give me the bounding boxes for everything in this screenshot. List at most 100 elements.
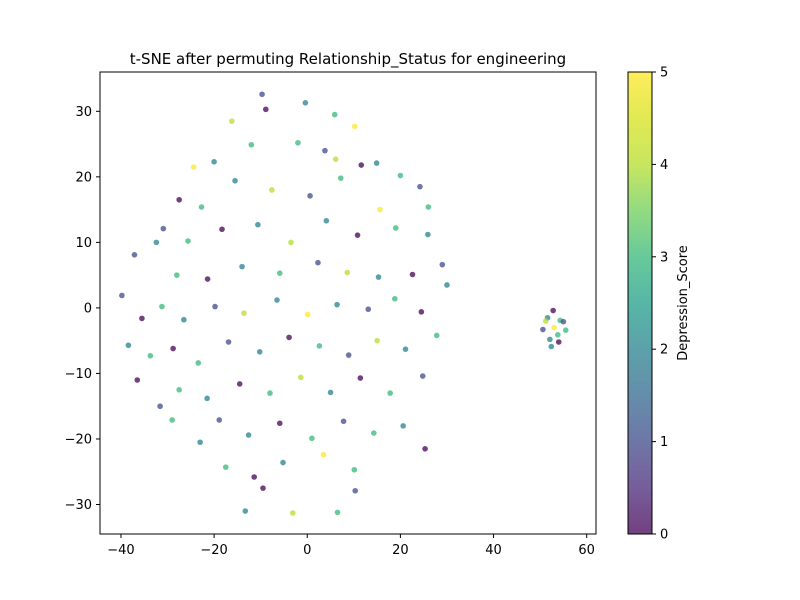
scatter-point	[119, 292, 125, 299]
x-axis-ticks: −40 −20 0 20 40 60	[107, 534, 595, 558]
scatter-point	[280, 459, 286, 466]
colorbar-tick-label: 3	[660, 250, 668, 265]
scatter-point	[351, 466, 358, 473]
scatter-point	[260, 485, 266, 491]
scatter-point	[309, 435, 315, 442]
scatter-point	[159, 303, 165, 310]
scatter-point	[297, 374, 304, 381]
scatter-point	[248, 141, 255, 148]
x-tick-label: −40	[107, 543, 134, 558]
scatter-point	[392, 295, 398, 302]
scatter-point	[392, 225, 399, 231]
colorbar-tick-label: 1	[660, 435, 668, 450]
colorbar: 0 1 2 3 4 5 Depression_Score	[627, 66, 691, 543]
scatter-point	[316, 343, 323, 349]
x-tick-label: 60	[578, 543, 595, 558]
scatter-point	[269, 187, 275, 193]
scatter-point	[259, 91, 265, 98]
scatter-point	[387, 390, 393, 396]
scatter-point	[195, 360, 202, 366]
scatter-point	[239, 263, 245, 270]
scatter-point	[550, 307, 556, 314]
scatter-point	[290, 510, 296, 516]
scatter-point	[323, 217, 330, 224]
y-tick-label: −20	[65, 432, 92, 447]
scatter-point	[377, 206, 383, 213]
scatter-point	[352, 487, 359, 494]
colorbar-tick-label: 2	[660, 343, 668, 358]
scatter-point	[327, 389, 334, 396]
x-tick-label: 20	[392, 543, 409, 558]
scatter-point	[320, 451, 327, 458]
scatter-point	[417, 183, 423, 190]
y-tick-label: −30	[65, 498, 92, 513]
scatter-point	[425, 204, 432, 210]
scatter-point	[267, 390, 273, 396]
scatter-point	[181, 316, 187, 323]
scatter-point	[375, 274, 382, 280]
scatter-point	[344, 269, 351, 276]
chart-title: t-SNE after permuting Relationship_Statu…	[130, 50, 566, 69]
scatter-point	[371, 430, 377, 436]
scatter-point	[174, 272, 180, 278]
scatter-point	[331, 111, 338, 118]
y-tick-label: 10	[75, 236, 92, 251]
scatter-point	[302, 100, 309, 106]
y-tick-label: 20	[75, 170, 92, 185]
scatter-point	[263, 106, 269, 113]
scatter-point	[286, 334, 292, 341]
scatter-points	[119, 91, 569, 516]
scatter-point	[170, 345, 176, 352]
scatter-point	[332, 156, 339, 162]
colorbar-tick-label: 4	[660, 158, 668, 173]
plot-axes: −40 −20 0 20 40 60 −30 −20 −10 0 10 20 30	[65, 71, 597, 558]
y-tick-label: −10	[65, 367, 92, 382]
scatter-point	[433, 332, 440, 339]
scatter-point	[304, 311, 311, 318]
scatter-point	[295, 139, 301, 146]
scatter-point	[402, 346, 409, 353]
scatter-point	[439, 261, 446, 268]
scatter-point	[340, 418, 347, 425]
scatter-point	[225, 339, 232, 345]
scatter-point	[176, 196, 182, 203]
scatter-point	[562, 327, 569, 334]
x-tick-label: 40	[485, 543, 502, 558]
axes-frame	[99, 71, 597, 535]
scatter-point	[255, 221, 261, 228]
scatter-point	[160, 225, 167, 232]
scatter-point	[409, 271, 416, 278]
scatter-point	[232, 177, 238, 184]
scatter-point	[212, 303, 218, 310]
scatter-point	[560, 318, 567, 325]
colorbar-gradient	[628, 72, 652, 534]
scatter-point	[425, 231, 431, 238]
colorbar-tick-label: 0	[660, 528, 668, 543]
scatter-point	[351, 123, 358, 130]
scatter-point	[548, 343, 555, 350]
scatter-point	[397, 172, 404, 179]
scatter-point	[236, 381, 243, 387]
scatter-point	[354, 232, 361, 238]
scatter-point	[241, 310, 247, 316]
scatter-point	[276, 420, 283, 427]
scatter-point	[198, 204, 205, 210]
scatter-point	[334, 509, 341, 516]
scatter-point	[444, 282, 450, 288]
scatter-point	[242, 508, 249, 514]
scatter-point	[555, 331, 561, 338]
scatter-point	[169, 417, 175, 423]
scatter-point	[229, 118, 235, 124]
scatter-point	[322, 147, 328, 154]
scatter-point	[276, 270, 283, 276]
scatter-point	[245, 432, 252, 438]
scatter-point	[222, 464, 229, 470]
x-tick-label: 0	[303, 543, 311, 558]
scatter-point	[176, 387, 182, 393]
scatter-point	[419, 373, 426, 379]
scatter-point	[418, 309, 425, 315]
scatter-point	[131, 252, 138, 258]
scatter-point	[358, 162, 365, 168]
y-tick-label: 30	[75, 105, 92, 120]
